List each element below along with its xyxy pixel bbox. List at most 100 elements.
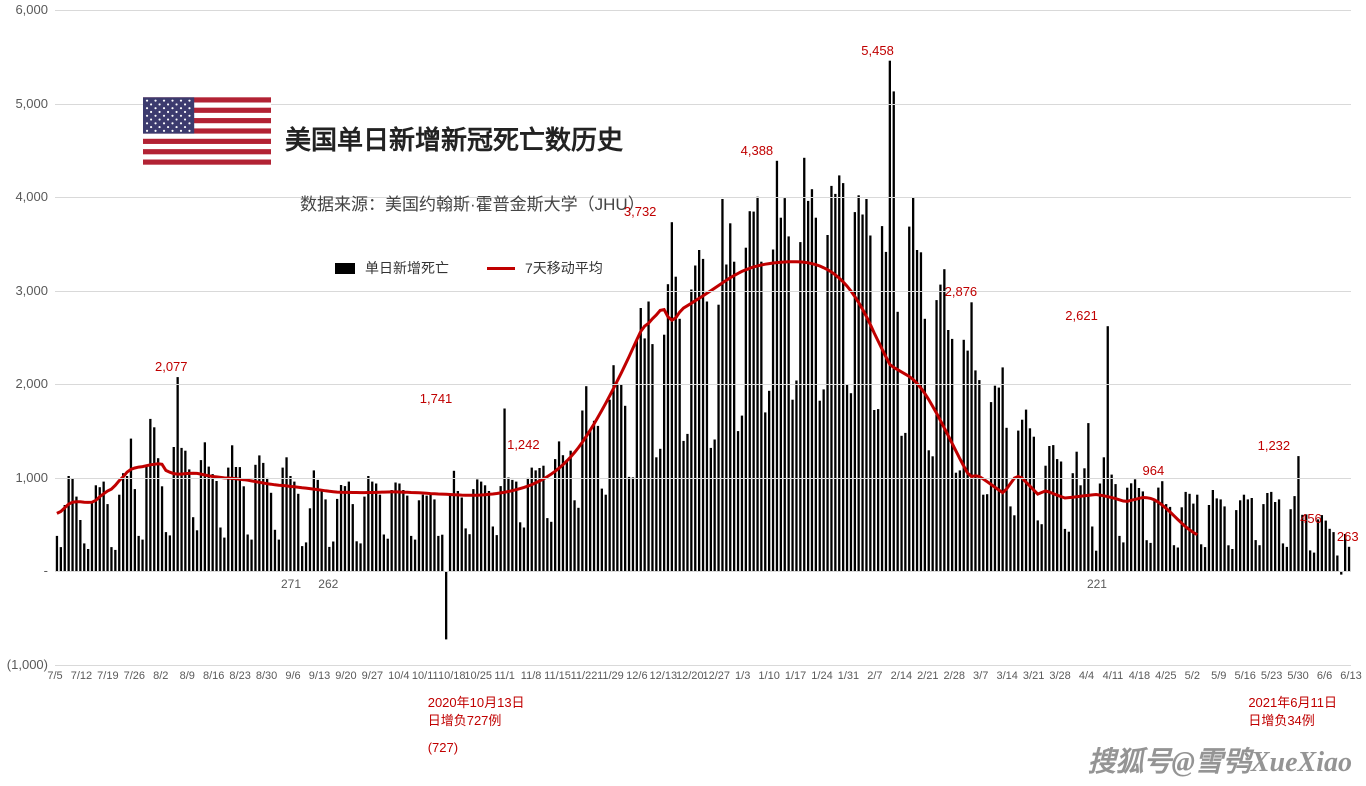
bar [974,370,976,571]
peak-label: 964 [1143,463,1165,478]
bar [56,536,58,572]
bar [1161,481,1163,571]
bar [348,482,350,572]
bar [465,528,467,571]
bar [741,416,743,572]
bar [647,302,649,572]
bar [1317,519,1319,571]
bar [1274,502,1276,571]
bar [247,535,249,572]
bar [309,508,311,571]
x-axis-label: 12/20 [676,670,704,682]
bar [1146,540,1148,571]
bar [297,494,299,572]
bar [1258,545,1260,571]
peak-label: 1,242 [507,437,540,452]
bar [1041,524,1043,571]
bar [706,302,708,572]
bar [943,269,945,571]
x-axis-label: 12/13 [650,670,678,682]
bar [593,421,595,572]
bar [75,497,77,572]
bar [939,285,941,572]
bar [1005,428,1007,572]
y-axis-label: 1,000 [2,470,48,485]
bar [893,91,895,571]
peak-label: 2,876 [945,284,978,299]
peak-label: 1,232 [1258,438,1291,453]
bar [667,284,669,571]
x-axis-label: 11/29 [597,670,624,682]
x-axis-label: 2/28 [944,670,965,682]
bar [359,543,361,571]
bar [1064,529,1066,572]
bar [1052,445,1054,571]
low-label: 271 [281,577,301,591]
annotation-line2: 日增负34例 [1248,710,1314,729]
bar [776,161,778,572]
bar [122,473,124,571]
bar [861,215,863,572]
bar [932,456,934,571]
x-axis-label: 5/9 [1211,670,1226,682]
bar [1169,507,1171,572]
bar [589,429,591,571]
us-flag-icon [143,97,271,165]
bar [605,495,607,572]
bar [1111,475,1113,572]
bar [1142,491,1144,571]
bar [986,494,988,571]
bar [632,477,634,571]
bar [558,441,560,571]
bar [1118,536,1120,572]
bar [1087,423,1089,571]
bar [955,473,957,572]
bar [126,476,128,571]
x-axis-label: 2/14 [891,670,912,682]
bar [729,223,731,571]
bar [612,365,614,571]
bar [433,499,435,571]
bar [317,480,319,572]
bar [328,547,330,572]
bar [223,538,225,572]
bar [1017,431,1019,572]
bar [659,449,661,572]
chart-container: 美国单日新增新冠死亡数历史 数据来源：美国约翰斯·霍普金斯大学（JHU） 单日新… [0,0,1366,786]
bar [963,340,965,572]
bar [492,527,494,572]
bar [134,489,136,571]
bar [1044,466,1046,572]
bar [426,496,428,572]
bar [99,487,101,571]
bar [686,434,688,572]
bar [106,504,108,571]
bar [1270,492,1272,572]
bar [554,459,556,571]
grid-line [55,665,1351,666]
x-axis-label: 1/17 [785,670,806,682]
bar [546,518,548,571]
bar [1216,498,1218,571]
bar [422,495,424,572]
peak-label: 3,732 [624,204,657,219]
bar [79,520,81,572]
bar [1048,446,1050,571]
bar [1348,547,1350,572]
bar [184,451,186,572]
bar [266,478,268,572]
x-axis-label: 7/12 [71,670,92,682]
bar [130,439,132,572]
bar [581,411,583,572]
x-axis-label: 2/7 [867,670,882,682]
bar [1165,504,1167,571]
bar [1309,550,1311,571]
bar [68,476,70,571]
bar [889,61,891,572]
bar [795,381,797,572]
x-axis-label: 7/5 [47,670,62,682]
bar [1002,367,1004,571]
bar [679,319,681,572]
bar [457,491,459,572]
bar [601,489,603,572]
